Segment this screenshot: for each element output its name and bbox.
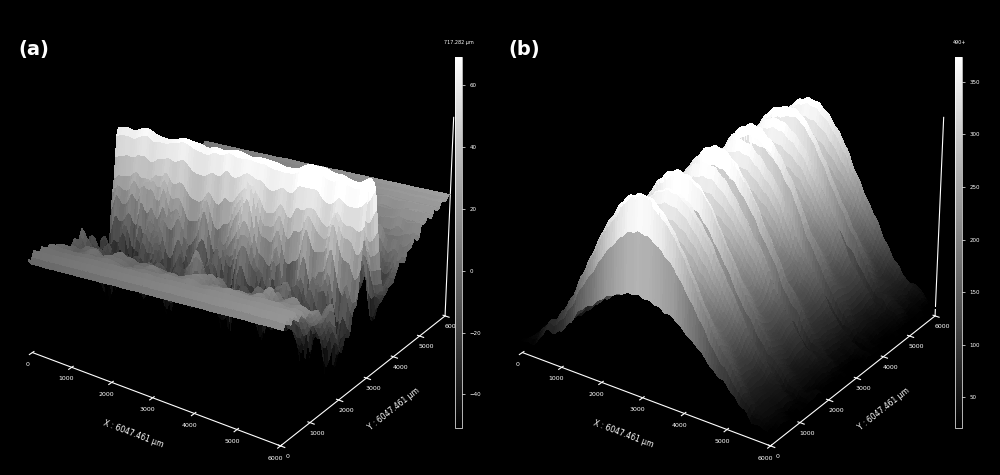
Text: 490+: 490+ [952,40,966,45]
Text: (a): (a) [19,40,50,59]
X-axis label: X : 6047.461 μm: X : 6047.461 μm [102,418,164,449]
Y-axis label: Y : 6047.461 μm: Y : 6047.461 μm [366,386,421,432]
X-axis label: X : 6047.461 μm: X : 6047.461 μm [592,418,654,449]
Text: (b): (b) [509,40,540,59]
Y-axis label: Y : 6047.461 μm: Y : 6047.461 μm [856,386,911,432]
Text: 717.282 μm: 717.282 μm [444,40,474,45]
